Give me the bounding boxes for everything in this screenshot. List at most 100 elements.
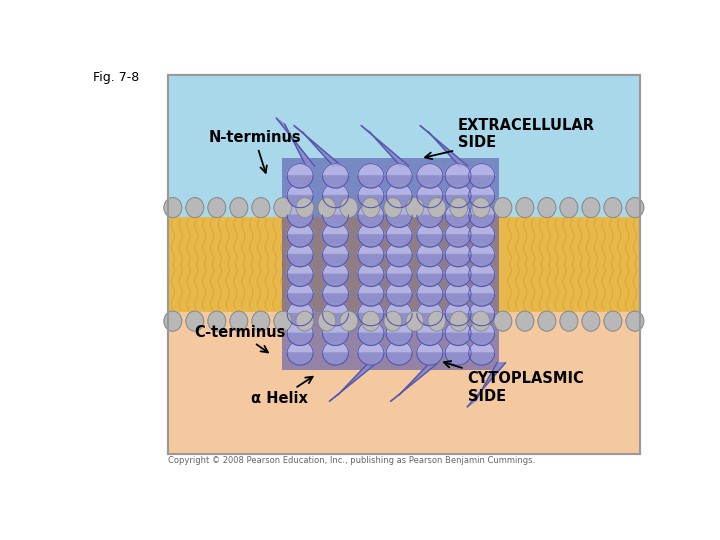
Polygon shape [445,203,471,215]
Ellipse shape [472,311,490,331]
Polygon shape [417,184,443,195]
Polygon shape [287,242,313,254]
Text: α Helix: α Helix [251,377,312,406]
Polygon shape [445,301,471,314]
Polygon shape [287,333,313,346]
Polygon shape [417,222,443,235]
Polygon shape [323,282,348,294]
Ellipse shape [494,198,512,218]
Ellipse shape [274,198,292,218]
Polygon shape [417,353,443,365]
Polygon shape [287,195,313,208]
Text: C-terminus: C-terminus [194,325,285,353]
Ellipse shape [384,198,402,218]
Ellipse shape [428,311,446,331]
Polygon shape [323,321,348,333]
Ellipse shape [252,198,270,218]
Polygon shape [386,215,412,227]
Polygon shape [417,282,443,294]
Ellipse shape [318,198,336,218]
Polygon shape [467,363,505,407]
Polygon shape [417,215,443,227]
Ellipse shape [450,311,468,331]
Ellipse shape [560,311,578,331]
Polygon shape [417,274,443,286]
Polygon shape [391,363,438,401]
Polygon shape [445,353,471,365]
Ellipse shape [252,311,270,331]
Polygon shape [386,274,412,286]
Ellipse shape [274,198,292,218]
Polygon shape [445,333,471,346]
Ellipse shape [274,311,292,331]
Ellipse shape [494,311,512,331]
Polygon shape [417,301,443,314]
Ellipse shape [274,311,292,331]
Ellipse shape [362,311,379,331]
Ellipse shape [362,198,379,218]
Ellipse shape [406,311,424,331]
Ellipse shape [318,311,336,331]
Polygon shape [386,195,412,208]
Polygon shape [417,184,443,195]
Bar [168,75,639,454]
Polygon shape [287,341,313,353]
Ellipse shape [626,311,644,331]
Polygon shape [386,164,412,176]
Polygon shape [358,333,384,346]
Polygon shape [287,235,313,247]
Polygon shape [417,222,443,235]
Polygon shape [417,294,443,306]
Polygon shape [445,282,471,294]
Polygon shape [386,176,412,188]
Polygon shape [417,215,443,227]
Polygon shape [287,203,313,215]
Polygon shape [323,333,348,346]
Ellipse shape [296,311,314,331]
Text: CYTOPLASMIC
SIDE: CYTOPLASMIC SIDE [444,361,584,403]
Polygon shape [323,321,348,333]
Ellipse shape [472,198,490,218]
Polygon shape [358,341,384,353]
Polygon shape [469,242,495,254]
Ellipse shape [494,198,512,218]
Ellipse shape [164,198,181,218]
Ellipse shape [406,198,424,218]
Polygon shape [445,215,471,227]
Polygon shape [358,321,384,333]
Polygon shape [323,294,348,306]
Polygon shape [358,176,384,188]
Ellipse shape [340,198,358,218]
Polygon shape [323,301,348,314]
Polygon shape [287,294,313,306]
Polygon shape [294,126,341,166]
Ellipse shape [252,311,270,331]
Polygon shape [386,203,412,215]
Polygon shape [417,314,443,326]
Polygon shape [469,294,495,306]
Polygon shape [323,274,348,286]
Polygon shape [358,282,384,294]
Polygon shape [445,301,471,314]
Polygon shape [386,184,412,195]
Polygon shape [469,254,495,267]
Ellipse shape [560,198,578,218]
Polygon shape [323,341,348,353]
Polygon shape [445,294,471,306]
Polygon shape [417,164,443,176]
Ellipse shape [516,198,534,218]
Polygon shape [469,294,495,306]
Polygon shape [469,282,495,294]
Ellipse shape [296,198,314,218]
Polygon shape [445,195,471,208]
Polygon shape [445,314,471,326]
Polygon shape [358,222,384,235]
Ellipse shape [186,311,204,331]
Ellipse shape [318,311,336,331]
Polygon shape [386,222,412,235]
Polygon shape [417,176,443,188]
Polygon shape [417,333,443,346]
Polygon shape [287,215,313,227]
Polygon shape [417,254,443,267]
Polygon shape [469,222,495,235]
